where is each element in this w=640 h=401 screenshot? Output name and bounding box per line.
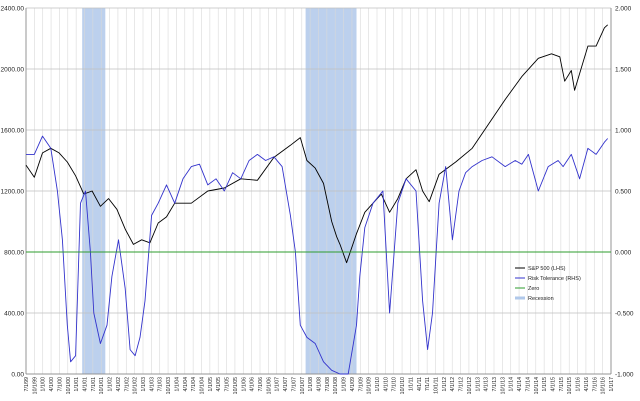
x-tick-label: 7/1/03 (158, 377, 164, 392)
left-y-tick-label: 2000.00 (1, 66, 25, 73)
x-tick-label: 7/1/08 (325, 377, 331, 392)
left-y-tick-label: 400.00 (4, 310, 24, 317)
x-tick-label: 1/1/14 (509, 377, 515, 392)
x-tick-label: 7/1/02 (124, 377, 130, 392)
x-tick-label: 10/1/04 (200, 377, 206, 394)
right-y-tick-label: 0.000 (615, 249, 632, 256)
x-tick-label: 1/1/12 (442, 377, 448, 392)
x-tick-label: 10/1/02 (133, 377, 139, 394)
x-tick-label: 1/1/09 (342, 377, 348, 392)
left-y-tick-label: 800.00 (4, 249, 24, 256)
x-tick-label: 4/1/11 (417, 377, 423, 391)
x-tick-label: 1/1/15 (542, 377, 548, 392)
x-tick-label: 4/1/01 (83, 377, 89, 392)
x-tick-label: 10/1/01 (99, 377, 105, 394)
x-tick-label: 7/1/06 (258, 377, 264, 392)
legend-label: S&P 500 (LHS) (528, 266, 566, 272)
x-tick-label: 7/1/07 (291, 377, 297, 392)
x-tick-label: 4/1/09 (350, 377, 356, 392)
series-line-1 (26, 135, 609, 375)
x-tick-label: 4/1/00 (49, 377, 55, 392)
x-tick-label: 1/1/04 (174, 377, 180, 392)
x-tick-label: 10/1/15 (567, 377, 573, 394)
x-tick-label: 1/1/00 (41, 377, 47, 392)
x-tick-label: 4/1/04 (183, 377, 189, 392)
x-tick-label: 4/1/12 (450, 377, 456, 392)
x-tick-label: 7/1/16 (592, 377, 598, 392)
x-tick-label: 1/1/17 (609, 377, 615, 392)
x-tick-label: 1/1/10 (375, 377, 381, 392)
x-tick-label: 4/1/07 (283, 377, 289, 392)
x-tick-label: 10/1/00 (66, 377, 72, 394)
right-y-tick-label: -1.000 (615, 371, 634, 378)
x-tick-label: 4/1/15 (551, 377, 557, 392)
legend-label: Zero (528, 286, 539, 292)
x-tick-label: 7/1/12 (459, 377, 465, 392)
x-tick-label: 1/1/03 (141, 377, 147, 392)
axes: 0.00 400.00 800.00 1200.00 1600.00 2000.00 240… (1, 5, 634, 394)
x-tick-label: 1/1/05 (208, 377, 214, 392)
x-tick-label: 7/1/99 (24, 377, 30, 392)
x-tick-label: 7/1/10 (392, 377, 398, 392)
x-tick-label: 1/1/13 (475, 377, 481, 392)
x-tick-label: 10/1/06 (266, 377, 272, 394)
left-y-tick-label: 2400.00 (1, 5, 25, 12)
x-tick-label: 4/1/08 (317, 377, 323, 392)
x-tick-label: 1/1/01 (74, 377, 80, 392)
x-tick-label: 7/1/11 (425, 377, 431, 391)
gridlines (25, 7, 612, 375)
right-y-tick-label: 1.500 (615, 66, 632, 73)
x-tick-label: 4/1/05 (216, 377, 222, 392)
right-y-tick-label: 1.000 (615, 127, 632, 134)
x-tick-label: 7/1/05 (225, 377, 231, 392)
x-tick-label: 10/1/11 (434, 377, 440, 394)
x-tick-label: 10/1/07 (300, 377, 306, 394)
x-tick-label: 4/1/03 (149, 377, 155, 392)
x-tick-label: 7/1/15 (559, 377, 565, 392)
x-tick-label: 1/1/02 (108, 377, 114, 392)
x-tick-label: 10/1/09 (367, 377, 373, 394)
x-tick-label: 10/1/16 (601, 377, 607, 394)
x-tick-label: 10/1/03 (166, 377, 172, 394)
x-tick-label: 7/1/01 (91, 377, 97, 392)
x-tick-label: 1/1/16 (576, 377, 582, 392)
x-tick-label: 10/1/99 (32, 377, 38, 394)
legend-label: Risk Tolerance (RHS) (528, 276, 581, 282)
x-tick-label: 10/1/05 (233, 377, 239, 394)
right-y-tick-label: 2.000 (615, 5, 632, 12)
x-tick-label: 10/1/13 (500, 377, 506, 394)
x-tick-label: 7/1/09 (358, 377, 364, 392)
x-tick-label: 4/1/16 (584, 377, 590, 392)
x-tick-label: 7/1/14 (525, 377, 531, 392)
legend: S&P 500 (LHS) Risk Tolerance (RHS) Zero Rec… (515, 266, 581, 302)
x-tick-label: 4/1/10 (383, 377, 389, 392)
left-y-tick-label: 1600.00 (1, 127, 25, 134)
x-tick-label: 7/1/00 (57, 377, 63, 392)
left-y-tick-label: 0.00 (11, 371, 24, 378)
x-tick-label: 10/1/14 (534, 377, 540, 394)
series-lines (25, 24, 611, 375)
x-tick-label: 4/1/14 (517, 377, 523, 392)
right-y-tick-label: -0.500 (615, 310, 634, 317)
x-tick-label: 4/1/13 (484, 377, 490, 392)
series-line-0 (25, 24, 609, 264)
x-tick-label: 1/1/08 (308, 377, 314, 392)
x-tick-label: 1/1/11 (408, 377, 414, 391)
x-tick-label: 7/1/13 (492, 377, 498, 392)
x-tick-label: 7/1/04 (191, 377, 197, 392)
x-tick-label: 1/1/06 (241, 377, 247, 392)
x-tick-label: 4/1/06 (250, 377, 256, 392)
x-tick-label: 4/1/02 (116, 377, 122, 392)
x-tick-label: 10/1/10 (400, 377, 406, 394)
x-tick-label: 10/1/08 (333, 377, 339, 394)
x-tick-label: 10/1/12 (467, 377, 473, 394)
right-y-tick-label: 0.500 (615, 188, 632, 195)
left-y-tick-label: 1200.00 (1, 188, 25, 195)
legend-label: Recession (528, 296, 554, 302)
x-tick-label: 1/1/07 (275, 377, 281, 392)
